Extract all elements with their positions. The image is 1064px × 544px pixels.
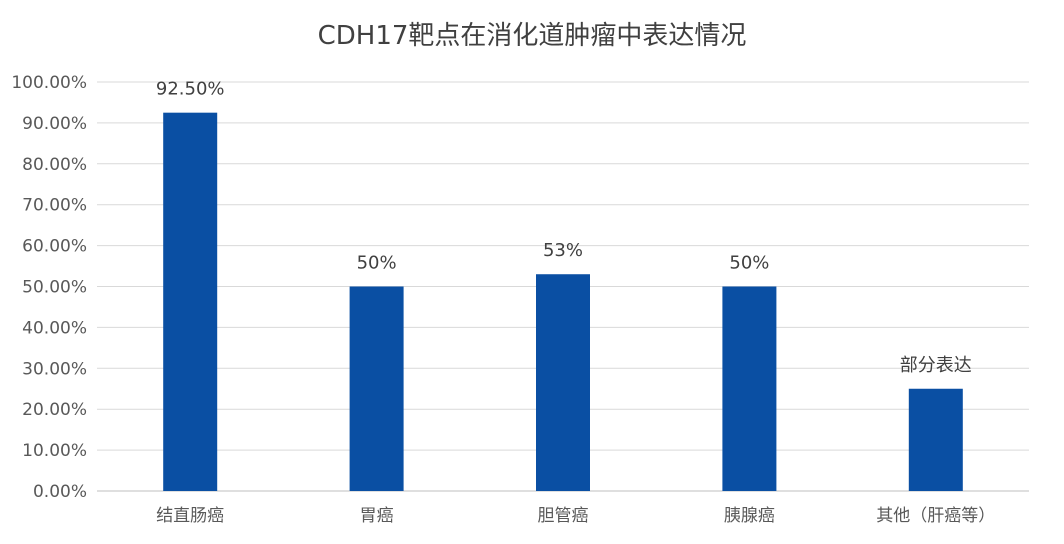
bar xyxy=(349,286,404,491)
chart-title: CDH17靶点在消化道肿瘤中表达情况 xyxy=(318,21,747,51)
y-axis-ticks: 0.00% 10.00% 20.00% 30.00% 40.00% 50.00% 60.00… xyxy=(11,73,87,502)
y-tick-label: 100.00% xyxy=(11,73,87,93)
data-labels: 92.50% 50% 53% 50% 部分表达 xyxy=(156,79,972,376)
x-category-label: 结直肠癌 xyxy=(156,506,224,526)
bars xyxy=(163,112,963,492)
data-label: 部分表达 xyxy=(900,355,972,376)
x-category-label: 胃癌 xyxy=(360,506,394,526)
data-label: 92.50% xyxy=(156,79,225,100)
y-tick-label: 70.00% xyxy=(22,196,87,216)
x-category-label: 胰腺癌 xyxy=(724,506,775,526)
y-tick-label: 50.00% xyxy=(22,278,87,298)
data-label: 53% xyxy=(543,240,583,261)
bar xyxy=(536,274,590,491)
data-label: 50% xyxy=(729,253,769,274)
data-label: 50% xyxy=(357,253,397,274)
y-tick-label: 80.00% xyxy=(22,155,87,175)
bar xyxy=(908,388,963,491)
x-category-label: 其他（肝癌等） xyxy=(876,506,995,526)
x-axis-categories: 结直肠癌 胃癌 胆管癌 胰腺癌 其他（肝癌等） xyxy=(156,506,995,526)
x-category-label: 胆管癌 xyxy=(538,506,589,526)
y-tick-label: 90.00% xyxy=(22,114,87,134)
bar xyxy=(163,112,218,492)
y-tick-label: 0.00% xyxy=(33,482,87,502)
y-tick-label: 10.00% xyxy=(22,441,87,461)
y-tick-label: 60.00% xyxy=(22,237,87,257)
y-tick-label: 30.00% xyxy=(22,359,87,379)
y-tick-label: 40.00% xyxy=(22,318,87,338)
bar xyxy=(722,286,777,491)
y-tick-label: 20.00% xyxy=(22,400,87,420)
